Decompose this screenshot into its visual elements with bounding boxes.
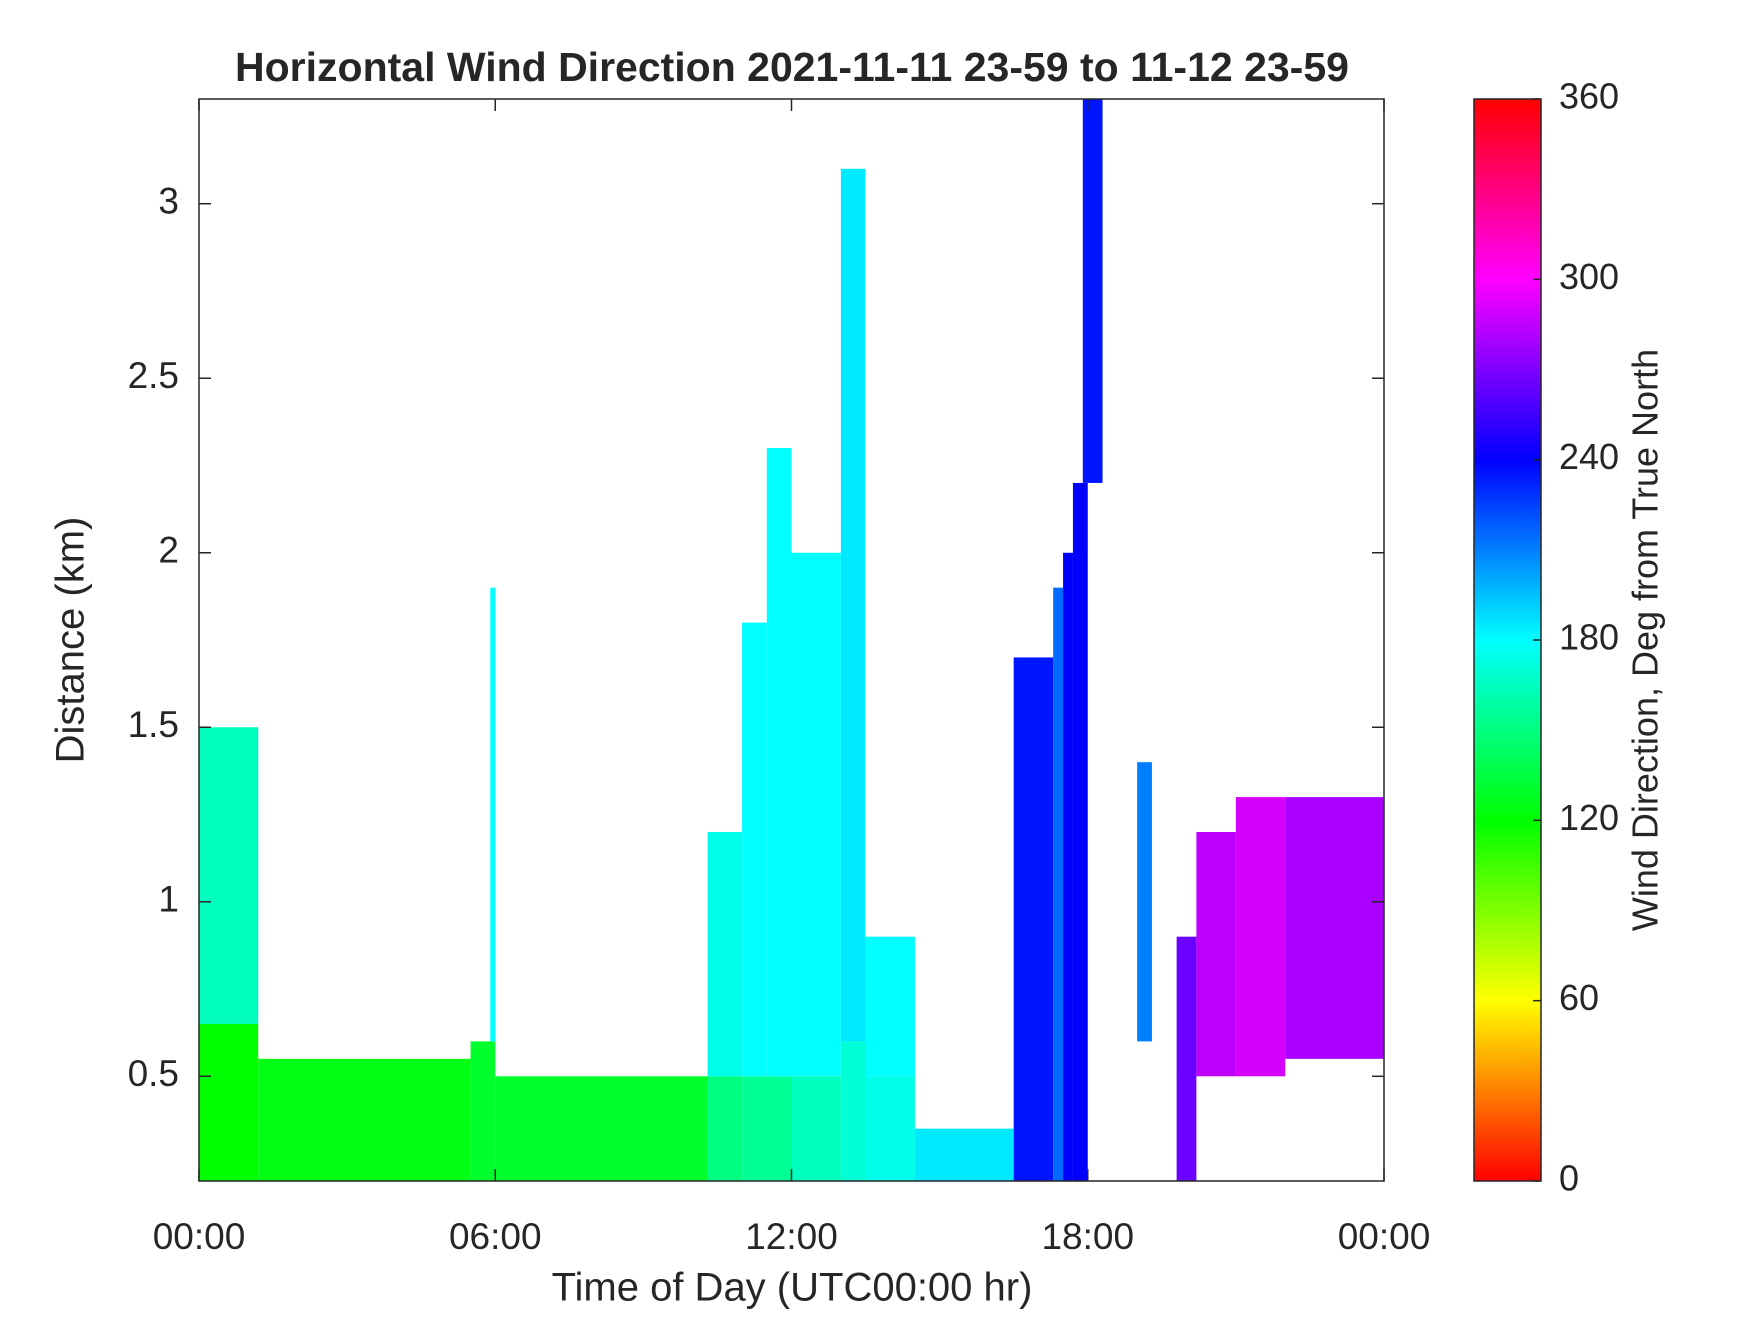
y-tick-label: 0.5: [128, 1053, 179, 1094]
heat-cell: [1063, 552, 1073, 1181]
heat-cell: [840, 1041, 866, 1181]
colorbar-tick-label: 60: [1559, 977, 1599, 1018]
x-tick-label: 00:00: [1338, 1216, 1431, 1257]
x-tick-label: 12:00: [745, 1216, 838, 1257]
heat-cell: [199, 1023, 259, 1181]
colorbar-tick-label: 180: [1559, 617, 1619, 658]
heat-cell: [1137, 762, 1152, 1042]
x-tick-label: 00:00: [153, 1216, 246, 1257]
heat-cell: [1176, 936, 1197, 1181]
heat-cell: [1285, 797, 1384, 1059]
heat-cell: [495, 1076, 708, 1181]
colorbar-tick-label: 240: [1559, 436, 1619, 477]
heat-cell: [1053, 587, 1064, 1181]
heat-cell: [1072, 482, 1088, 1181]
heat-cell: [1235, 797, 1286, 1077]
heat-cell: [1013, 657, 1054, 1181]
x-tick-label: 18:00: [1041, 1216, 1134, 1257]
colorbar: [1473, 98, 1542, 1182]
colorbar-label: Wind Direction, Deg from True North: [1625, 349, 1666, 931]
heat-cell: [707, 1076, 743, 1181]
y-axis-label: Distance (km): [49, 517, 93, 764]
heat-cell: [766, 448, 792, 1077]
y-tick-label: 3: [158, 180, 179, 221]
heat-cell: [199, 727, 259, 1024]
y-tick-label: 1.5: [128, 704, 179, 745]
heat-cell: [490, 587, 496, 1042]
heat-cell: [865, 936, 915, 1077]
colorbar-tick-label: 120: [1559, 797, 1619, 838]
heat-cell: [840, 168, 866, 1042]
heat-cell: [742, 1076, 792, 1181]
heat-cell: [1082, 99, 1103, 483]
heat-cell: [742, 622, 767, 1077]
heat-cell: [1196, 831, 1236, 1077]
heat-cell: [791, 1076, 841, 1181]
x-axis-label: Time of Day (UTC00:00 hr): [552, 1266, 1033, 1310]
y-tick-label: 2: [158, 530, 179, 571]
y-tick-label: 2.5: [128, 355, 179, 396]
colorbar-tick-label: 360: [1559, 76, 1619, 117]
x-tick-label: 06:00: [449, 1216, 542, 1257]
y-tick-label: 1: [158, 879, 179, 920]
colorbar-tick-label: 0: [1559, 1158, 1579, 1199]
heat-cell: [470, 1041, 496, 1181]
chart-title: Horizontal Wind Direction 2021-11-11 23-…: [235, 44, 1349, 90]
heat-cell: [865, 1076, 915, 1181]
colorbar-tick-label: 300: [1559, 256, 1619, 297]
heat-cell: [707, 831, 743, 1077]
heat-cell: [791, 552, 841, 1077]
heat-cell: [914, 1128, 1014, 1181]
heat-cell: [258, 1058, 471, 1181]
